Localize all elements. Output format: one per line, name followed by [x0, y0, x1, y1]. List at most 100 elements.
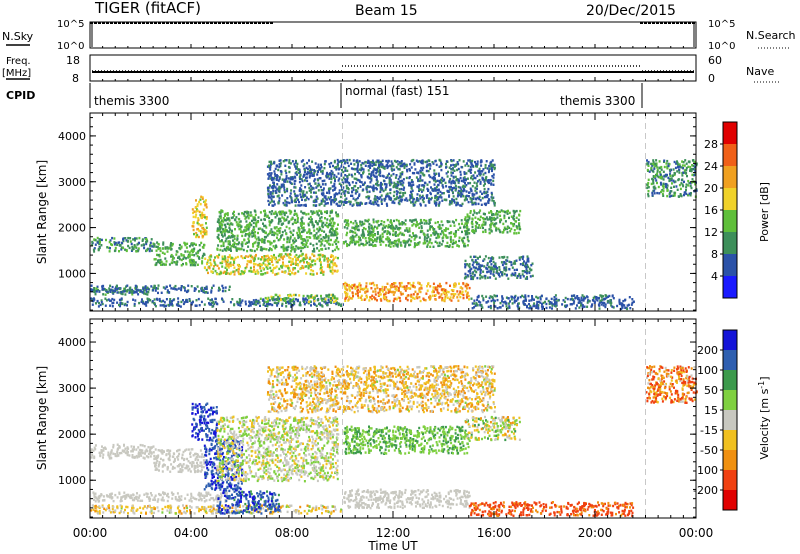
- power-cell: [348, 243, 351, 247]
- power-cell: [263, 300, 266, 303]
- power-cell: [427, 200, 430, 203]
- power-cell: [395, 218, 398, 222]
- power-cell: [445, 293, 448, 297]
- power-cell: [429, 296, 432, 299]
- power-cell: [285, 232, 288, 236]
- power-cell: [365, 285, 368, 288]
- power-cell: [362, 226, 365, 230]
- power-cell: [336, 297, 339, 300]
- power-cell: [185, 246, 188, 249]
- power-cell: [326, 191, 328, 194]
- power-cell: [376, 170, 379, 173]
- power-cell: [334, 178, 336, 181]
- power-cell: [352, 222, 355, 225]
- power-cell: [338, 160, 341, 164]
- power-cell: [479, 170, 482, 173]
- power-cell: [521, 294, 524, 298]
- power-cell: [261, 237, 264, 241]
- power-cell: [256, 269, 259, 272]
- power-cell: [438, 295, 441, 299]
- power-cell: [317, 214, 320, 217]
- power-cell: [214, 269, 217, 273]
- power-cell: [253, 259, 256, 262]
- power-cell: [311, 253, 314, 256]
- power-cell: [397, 196, 400, 200]
- power-cell: [282, 244, 285, 247]
- power-cell: [328, 230, 331, 234]
- power-cell: [398, 161, 401, 164]
- power-cell: [111, 243, 114, 247]
- power-cell: [416, 171, 419, 174]
- power-cell: [491, 193, 493, 196]
- power-cell: [253, 241, 256, 245]
- power-cell: [335, 242, 338, 246]
- power-cell: [462, 293, 465, 297]
- power-cell: [508, 267, 511, 271]
- power-cell: [91, 240, 94, 244]
- power-cell: [118, 298, 121, 302]
- power-cell: [298, 170, 301, 174]
- power-cell: [483, 187, 486, 191]
- power-cell: [195, 252, 198, 255]
- power-cell: [494, 217, 497, 221]
- power-cell: [266, 271, 269, 274]
- power-cell: [464, 272, 467, 276]
- power-cell: [158, 297, 161, 301]
- power-cell: [437, 196, 440, 199]
- power-cell: [415, 235, 418, 238]
- power-cell: [419, 197, 422, 200]
- power-cell: [167, 303, 170, 307]
- power-cell: [396, 195, 399, 199]
- power-cell: [385, 159, 388, 163]
- power-cell: [351, 297, 354, 300]
- power-cell: [471, 229, 474, 232]
- power-cell: [294, 248, 297, 251]
- power-cell: [315, 198, 318, 201]
- power-cell: [307, 222, 310, 225]
- power-cell: [338, 191, 341, 195]
- power-cell: [362, 232, 365, 236]
- power-cell: [306, 231, 309, 234]
- power-cell: [312, 273, 315, 276]
- power-cell: [298, 228, 301, 231]
- power-cell: [355, 227, 358, 230]
- power-cell: [266, 264, 269, 267]
- power-cell: [225, 271, 228, 274]
- power-cell: [531, 274, 534, 278]
- power-cell: [462, 195, 465, 198]
- power-cell: [463, 179, 466, 182]
- power-cell: [247, 304, 250, 308]
- power-cell: [435, 163, 438, 167]
- power-cell: [197, 249, 200, 253]
- power-cell: [275, 212, 278, 215]
- power-cell: [412, 232, 414, 235]
- power-cell: [303, 303, 306, 306]
- power-cell: [381, 232, 384, 235]
- power-cell: [293, 175, 296, 178]
- power-cell: [268, 303, 271, 306]
- power-cell: [279, 213, 282, 216]
- power-cell: [511, 222, 514, 226]
- power-cell: [392, 227, 395, 231]
- power-cell: [296, 218, 299, 221]
- power-cell: [358, 238, 361, 241]
- power-cell: [386, 192, 389, 195]
- power-cell: [433, 228, 435, 231]
- power-cell: [405, 176, 408, 180]
- power-cell: [152, 242, 155, 245]
- power-cell: [366, 289, 369, 293]
- power-cell: [289, 298, 292, 301]
- power-cell: [370, 227, 373, 230]
- power-cell: [113, 237, 116, 240]
- power-cell: [313, 169, 316, 172]
- power-cell: [449, 284, 451, 287]
- power-cell: [334, 299, 337, 302]
- power-cell: [335, 302, 338, 306]
- power-cell: [387, 244, 390, 247]
- power-cell: [348, 287, 351, 290]
- power-cell: [399, 165, 402, 168]
- power-cell: [512, 224, 515, 228]
- power-cell: [333, 176, 335, 179]
- power-cell: [367, 176, 369, 179]
- power-cell: [376, 231, 379, 234]
